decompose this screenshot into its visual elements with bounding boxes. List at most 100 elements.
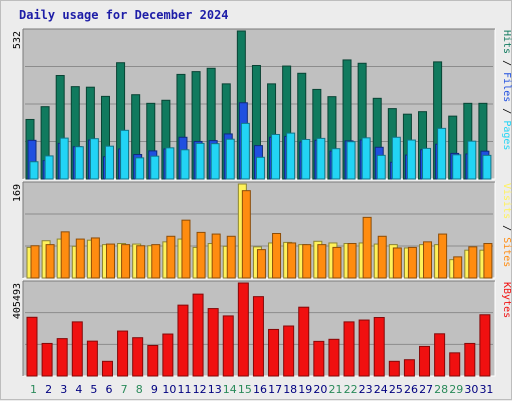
- day-label-24: 24: [374, 383, 388, 396]
- bar-sites-27: [423, 241, 433, 279]
- ymax-label-requests: 532: [12, 31, 23, 49]
- bar-pages-7: [120, 129, 130, 180]
- bar-pages-17: [271, 133, 281, 180]
- bar-pages-29: [452, 154, 462, 180]
- day-label-23: 23: [359, 383, 373, 396]
- legend-separator: /: [501, 219, 512, 237]
- bar-kbytes-27: [419, 345, 431, 377]
- bar-pages-21: [331, 148, 341, 180]
- day-label-17: 17: [268, 383, 282, 396]
- bar-kbytes-17: [268, 328, 280, 377]
- bar-sites-7: [121, 244, 131, 279]
- bar-sites-2: [45, 244, 55, 279]
- bar-pages-23: [361, 137, 371, 180]
- day-label-22: 22: [344, 383, 358, 396]
- legend-visits: Visits: [501, 183, 512, 219]
- bar-sites-5: [90, 237, 100, 279]
- bar-pages-3: [59, 137, 69, 180]
- day-label-8: 8: [136, 383, 143, 396]
- bar-sites-23: [362, 216, 372, 279]
- day-label-30: 30: [464, 383, 478, 396]
- bar-sites-25: [392, 247, 402, 279]
- bar-kbytes-13: [207, 308, 219, 377]
- bar-pages-18: [286, 132, 296, 180]
- day-label-10: 10: [162, 383, 176, 396]
- bar-kbytes-30: [464, 342, 476, 377]
- day-label-9: 9: [151, 383, 158, 396]
- day-label-13: 13: [208, 383, 222, 396]
- day-label-14: 14: [223, 383, 237, 396]
- bar-sites-8: [136, 245, 146, 279]
- bar-kbytes-21: [328, 338, 340, 377]
- bar-sites-6: [105, 243, 115, 279]
- bar-sites-21: [332, 246, 342, 279]
- bar-pages-30: [467, 140, 477, 180]
- bar-sites-13: [211, 233, 221, 279]
- bar-sites-24: [377, 235, 387, 279]
- bar-kbytes-29: [449, 352, 461, 377]
- day-label-1: 1: [30, 383, 37, 396]
- day-label-26: 26: [404, 383, 418, 396]
- bar-pages-22: [346, 141, 356, 180]
- bar-sites-18: [287, 242, 297, 279]
- bar-sites-16: [256, 249, 266, 279]
- day-label-31: 31: [479, 383, 493, 396]
- day-label-19: 19: [298, 383, 312, 396]
- bar-pages-20: [316, 137, 326, 180]
- bar-sites-28: [438, 233, 448, 279]
- bar-pages-15: [240, 122, 250, 180]
- bar-sites-31: [483, 243, 493, 279]
- bar-sites-19: [302, 244, 312, 279]
- bar-kbytes-8: [132, 337, 144, 377]
- bar-pages-27: [422, 147, 432, 180]
- bar-pages-24: [376, 154, 386, 180]
- bar-kbytes-5: [86, 340, 98, 377]
- bar-kbytes-26: [403, 359, 415, 377]
- bar-pages-4: [74, 146, 84, 180]
- bar-kbytes-3: [56, 338, 68, 377]
- day-label-2: 2: [45, 383, 52, 396]
- day-label-27: 27: [419, 383, 433, 396]
- bar-sites-11: [181, 219, 191, 279]
- bar-sites-22: [347, 243, 357, 279]
- bar-sites-4: [75, 238, 85, 279]
- bar-sites-14: [226, 235, 236, 279]
- bar-kbytes-1: [26, 316, 38, 377]
- bar-pages-12: [195, 142, 205, 180]
- legend-files: Files: [501, 72, 512, 102]
- bar-pages-6: [104, 145, 114, 180]
- legend-kbytes: KBytes: [501, 282, 512, 318]
- bar-kbytes-7: [117, 330, 129, 377]
- bar-pages-9: [150, 155, 160, 180]
- day-label-25: 25: [389, 383, 403, 396]
- day-label-6: 6: [106, 383, 113, 396]
- bar-kbytes-28: [434, 333, 446, 377]
- day-label-20: 20: [313, 383, 327, 396]
- day-label-29: 29: [449, 383, 463, 396]
- day-label-15: 15: [238, 383, 252, 396]
- legend-pages: Pages: [501, 120, 512, 150]
- bar-pages-31: [482, 154, 492, 180]
- day-label-4: 4: [75, 383, 82, 396]
- bar-sites-9: [151, 244, 161, 279]
- bar-sites-1: [30, 245, 40, 279]
- bar-sites-30: [468, 246, 478, 279]
- day-label-28: 28: [434, 383, 448, 396]
- bar-sites-26: [407, 246, 417, 279]
- bar-kbytes-22: [343, 321, 355, 377]
- bar-kbytes-10: [162, 333, 174, 377]
- bar-sites-20: [317, 244, 327, 279]
- bar-kbytes-24: [373, 317, 385, 377]
- ymax-label-visits: 169: [12, 184, 23, 202]
- bar-kbytes-11: [177, 304, 189, 377]
- day-label-7: 7: [121, 383, 128, 396]
- day-label-18: 18: [283, 383, 297, 396]
- bar-kbytes-2: [41, 342, 53, 377]
- day-label-12: 12: [193, 383, 207, 396]
- bar-kbytes-31: [479, 314, 491, 377]
- chart-title: Daily usage for December 2024: [19, 8, 229, 22]
- legend-separator: /: [501, 102, 512, 120]
- bar-pages-19: [301, 138, 311, 180]
